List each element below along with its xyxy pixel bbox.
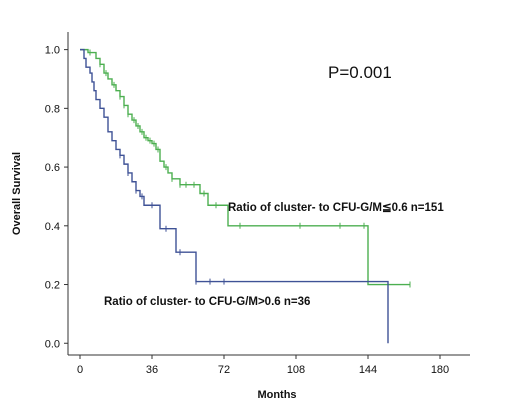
y-tick-label: 0.6 <box>45 162 60 174</box>
series-line-high-ratio <box>80 48 389 344</box>
y-tick-label: 0.4 <box>45 221 60 233</box>
y-tick-label: 1.0 <box>45 45 60 57</box>
y-tick-label: 0.8 <box>45 103 60 115</box>
y-tick-label: 0.0 <box>45 338 60 350</box>
x-tick-label: 108 <box>287 364 305 376</box>
y-ticks: 0.0 0.2 0.4 0.6 0.8 1.0 <box>45 45 68 350</box>
y-tick-label: 0.2 <box>45 280 60 292</box>
y-axis-title: Overall Survival <box>11 152 23 235</box>
series-group <box>80 48 411 344</box>
series-label-high-ratio: Ratio of cluster- to CFU-G/M>0.6 n=36 <box>104 296 310 308</box>
p-value-annotation: P=0.001 <box>328 63 392 82</box>
x-tick-label: 36 <box>146 364 158 376</box>
series-label-low-ratio: Ratio of cluster- to CFU-G/M≦0.6 n=151 <box>228 202 444 214</box>
x-tick-label: 72 <box>218 364 230 376</box>
x-tick-label: 180 <box>431 364 449 376</box>
x-tick-label: 144 <box>359 364 377 376</box>
axes <box>67 32 470 356</box>
x-ticks: 0 36 72 108 144 180 <box>77 355 449 376</box>
series-line-low-ratio <box>80 48 410 286</box>
x-tick-label: 0 <box>77 364 83 376</box>
x-axis-title: Months <box>257 389 296 401</box>
